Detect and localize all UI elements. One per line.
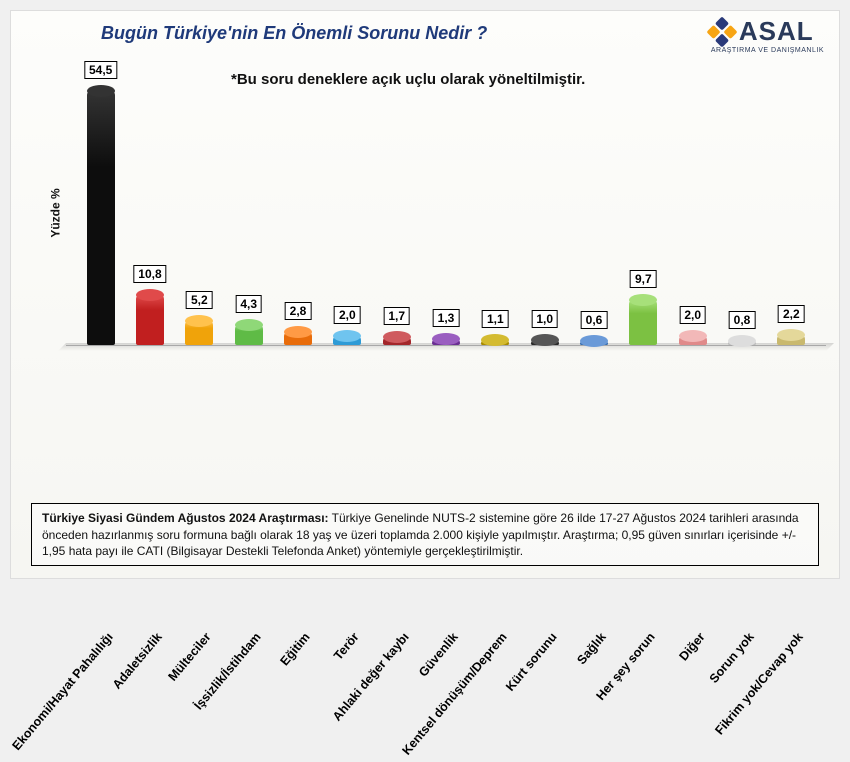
bar-top-ellipse: [728, 335, 756, 347]
y-axis-label: Yüzde %: [49, 188, 63, 237]
plot-region: 54,5Ekonomi/Hayat Pahalılığı10,8Adaletsi…: [66, 66, 826, 346]
bar-value-label: 1,7: [383, 307, 410, 325]
bar-top-ellipse: [432, 333, 460, 345]
bar: [284, 332, 312, 345]
bar-value-label: 4,3: [235, 295, 262, 313]
bar: [136, 295, 164, 345]
bar-value-label: 1,0: [531, 310, 558, 328]
bar-top-ellipse: [679, 330, 707, 342]
bar: [333, 336, 361, 345]
bar-top-ellipse: [481, 334, 509, 346]
bar-top-ellipse: [136, 289, 164, 301]
logo-subtext: ARAŞTIRMA VE DANIŞMANLIK: [711, 47, 824, 54]
bar-value-label: 0,8: [729, 311, 756, 329]
bar: [235, 325, 263, 345]
bar: [383, 337, 411, 345]
bar-value-label: 2,0: [679, 306, 706, 324]
bar-top-ellipse: [383, 331, 411, 343]
bar-value-label: 5,2: [186, 291, 213, 309]
bar-top-ellipse: [87, 85, 115, 97]
bar-top-ellipse: [333, 330, 361, 342]
asal-logo: ASAL ARAŞTIRMA VE DANIŞMANLIK: [711, 16, 824, 54]
bar: [531, 340, 559, 345]
bar-value-label: 2,8: [285, 302, 312, 320]
bar: [87, 91, 115, 345]
footer-heading: Türkiye Siyasi Gündem Ağustos 2024 Araşt…: [42, 511, 329, 525]
chart-container: Bugün Türkiye'nin En Önemli Sorunu Nedir…: [10, 10, 840, 579]
bar-top-ellipse: [580, 335, 608, 347]
bar-value-label: 0,6: [581, 311, 608, 329]
bar-top-ellipse: [777, 329, 805, 341]
bar: [777, 335, 805, 345]
chart-title: Bugün Türkiye'nin En Önemli Sorunu Nedir…: [101, 23, 487, 44]
logo-squares-icon: [706, 16, 737, 47]
bar: [728, 341, 756, 345]
bar-value-label: 2,0: [334, 306, 361, 324]
bar-top-ellipse: [185, 315, 213, 327]
bar-top-ellipse: [235, 319, 263, 331]
methodology-footer: Türkiye Siyasi Gündem Ağustos 2024 Araşt…: [31, 503, 819, 566]
bar-value-label: 54,5: [84, 61, 117, 79]
bar-value-label: 1,3: [433, 309, 460, 327]
bar-value-label: 9,7: [630, 270, 657, 288]
bar-value-label: 2,2: [778, 305, 805, 323]
logo-main: ASAL: [711, 16, 824, 47]
bar: [185, 321, 213, 345]
header: Bugün Türkiye'nin En Önemli Sorunu Nedir…: [11, 11, 839, 61]
bar-value-label: 10,8: [133, 265, 166, 283]
bar: [432, 339, 460, 345]
bar: [580, 341, 608, 345]
bar-value-label: 1,1: [482, 310, 509, 328]
bar: [679, 336, 707, 345]
bar-top-ellipse: [284, 326, 312, 338]
category-label: Fikrim yok/Cevap yok: [692, 630, 806, 762]
bar-top-ellipse: [531, 334, 559, 346]
bar: [481, 340, 509, 345]
chart-area: Yüzde % 54,5Ekonomi/Hayat Pahalılığı10,8…: [66, 66, 826, 486]
logo-text: ASAL: [739, 16, 814, 47]
bar: [629, 300, 657, 345]
bar-top-ellipse: [629, 294, 657, 306]
